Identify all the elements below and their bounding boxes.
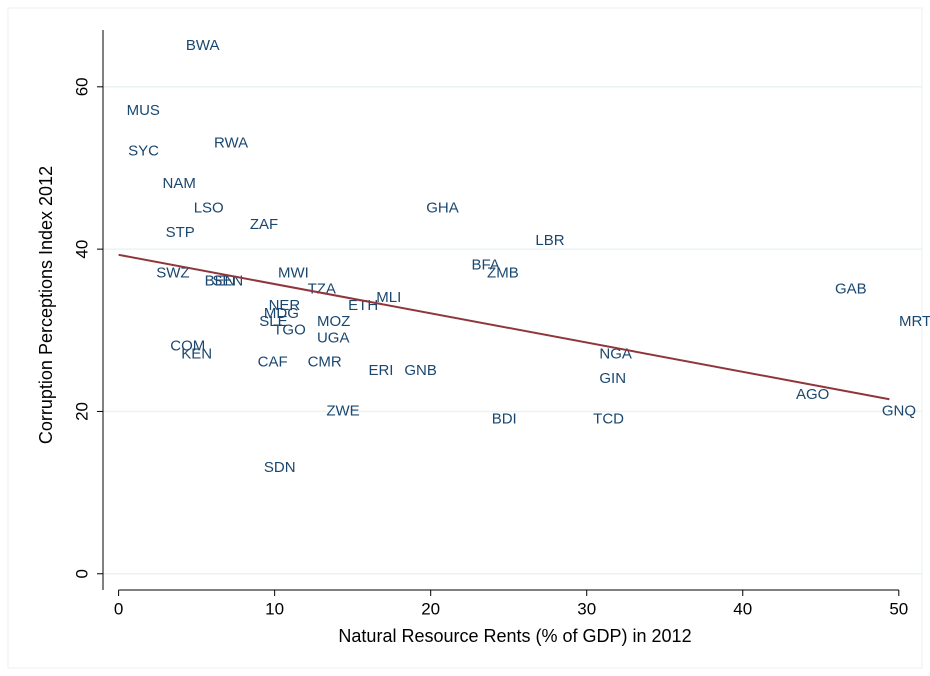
point-label: BDI [492,411,517,428]
point-label: CMR [308,354,342,371]
x-tick-label: 0 [114,599,123,618]
point-label: BEN [205,273,236,290]
point-label: AGO [796,386,829,403]
point-label: MRT [899,313,930,330]
point-label: MLI [376,289,401,306]
point-label: STP [166,224,195,241]
x-axis-label: Natural Resource Rents (% of GDP) in 201… [338,626,691,646]
point-label: ZAF [250,216,278,233]
point-label: GNQ [882,402,916,419]
point-label: TGO [273,321,306,338]
y-tick-label: 0 [72,569,91,578]
point-label: MUS [127,102,160,119]
point-label: ERI [368,362,393,379]
point-label: SWZ [156,264,189,281]
y-tick-label: 20 [72,402,91,421]
point-label: GAB [835,281,867,298]
point-label: ZMB [487,264,519,281]
y-tick-label: 40 [72,240,91,259]
point-label: LBR [535,232,564,249]
point-label: GNB [404,362,437,379]
point-label: BFA [471,256,499,273]
point-label: MOZ [317,313,350,330]
x-tick-label: 50 [889,599,908,618]
point-label: GHA [426,200,459,217]
x-tick-label: 40 [733,599,752,618]
point-label: RWA [214,135,248,152]
point-label: CAF [258,354,288,371]
x-tick-label: 20 [421,599,440,618]
point-label: NER [269,297,301,314]
point-label: ZWE [326,402,359,419]
frame [7,7,923,669]
point-label: MDG [264,305,299,322]
point-label: SLE [259,313,287,330]
y-axis-label: Corruption Perceptions Index 2012 [36,166,56,444]
point-label: MWI [278,264,309,281]
x-tick-label: 10 [265,599,284,618]
y-tick-label: 60 [72,77,91,96]
point-label: COM [170,337,205,354]
point-label: TCD [593,411,624,428]
point-label: UGA [317,329,350,346]
x-tick-label: 30 [577,599,596,618]
point-label: GIN [599,370,626,387]
point-label: LSO [194,200,224,217]
point-label: KEN [181,346,212,363]
point-label: SDN [264,459,296,476]
fit-line [118,253,890,401]
point-label: NAM [162,175,195,192]
point-label: BWA [186,37,220,54]
point-label: SYC [128,143,159,160]
